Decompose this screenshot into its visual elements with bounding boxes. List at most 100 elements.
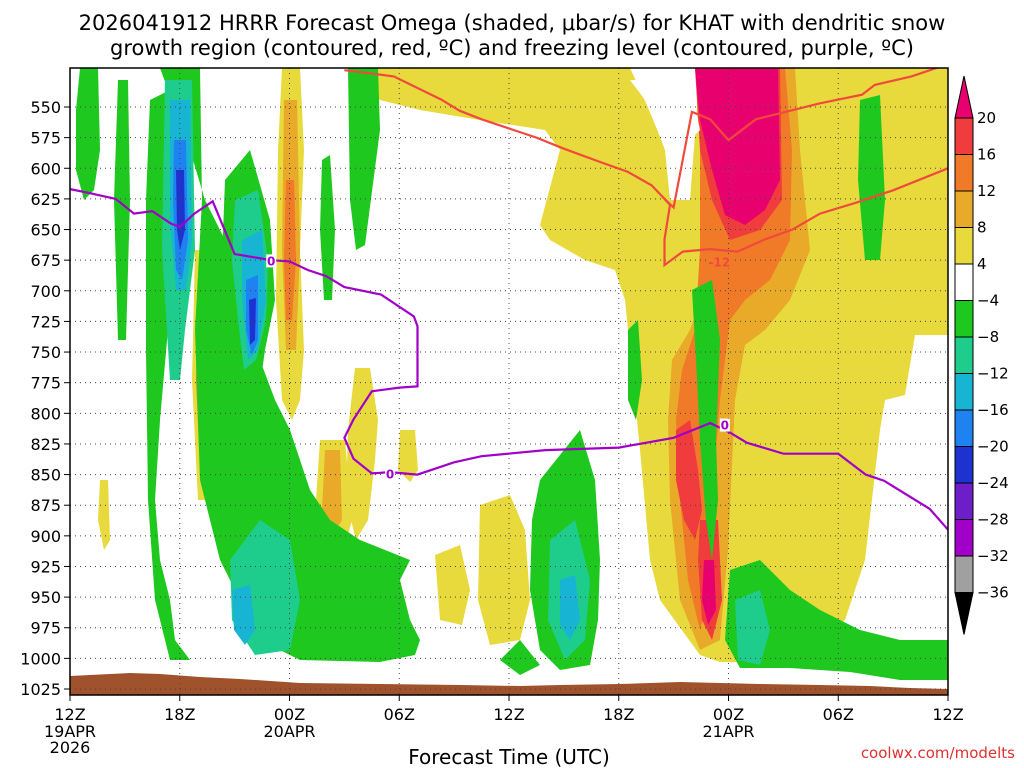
omega-positive-region-15z	[98, 480, 110, 550]
omega-20-24-down-21z	[249, 298, 256, 345]
x-tick-label: 00Z	[274, 705, 305, 724]
y-tick-label: 675	[30, 251, 61, 270]
y-tick-label: 875	[30, 496, 61, 515]
omega-shading	[76, 68, 948, 680]
dgz-lower-contour	[663, 167, 948, 268]
y-tick-label: 750	[30, 343, 61, 362]
chart-title-line-1: 2026041912 HRRR Forecast Omega (shaded, …	[79, 11, 946, 35]
colorbar-swatch	[954, 446, 974, 484]
omega-negative-region-day3	[725, 560, 948, 680]
colorbar-bottom-arrow	[954, 592, 974, 635]
y-tick-label: 1025	[20, 680, 61, 699]
freezing-level-contour-group: 0 0 0	[70, 188, 948, 531]
colorbar-top-arrow	[954, 75, 974, 119]
omega-neutral-hole-2	[630, 80, 700, 150]
colorbar-swatch	[954, 117, 974, 155]
colorbar-label: −36	[977, 584, 1009, 602]
colorbar-swatch	[954, 519, 974, 557]
colorbar-label: −8	[977, 328, 999, 346]
y-tick-label: 975	[30, 619, 61, 638]
omega-positive-region-06z-a	[346, 368, 378, 540]
dgz-upper-contour	[344, 68, 940, 210]
omega-negative-region-23z	[692, 280, 720, 560]
x-tick-sublabel: 21APR	[702, 722, 754, 741]
colorbar-label: 8	[977, 219, 987, 237]
colorbar-label: 12	[977, 182, 996, 200]
x-tick-label: 12Z	[932, 705, 963, 724]
x-tick-label: 00Z	[713, 705, 744, 724]
omega-negative-region-18z-left	[146, 90, 190, 660]
credit-text: coolwx.com/modelts	[861, 744, 1015, 762]
freezing-level-label: 0	[721, 419, 729, 433]
omega-12-16-down-15z	[560, 575, 580, 640]
colorbar-swatch	[954, 190, 974, 228]
omega-negative-20-24-areas	[176, 170, 256, 345]
omega-positive-20-areas	[695, 68, 780, 625]
omega-20-region-lower	[702, 560, 716, 625]
colorbar-swatch	[954, 373, 974, 411]
freezing-level-contour	[70, 188, 948, 531]
omega-positive-region-06z-c	[398, 430, 418, 482]
colorbar-swatch	[954, 482, 974, 520]
terrain-surface	[70, 673, 948, 695]
omega-12-16-down-22z	[232, 585, 255, 645]
y-tick-label: 800	[30, 404, 61, 423]
y-tick-label: 925	[30, 557, 61, 576]
colorbar-swatch	[954, 555, 974, 593]
y-tick-label: 775	[30, 374, 61, 393]
colorbar-label: −20	[977, 438, 1009, 456]
y-tick-label: 625	[30, 190, 61, 209]
y-tick-label: 1000	[20, 649, 61, 668]
y-tick-label: 900	[30, 527, 61, 546]
y-tick-label: 575	[30, 129, 61, 148]
colorbar-swatch	[954, 263, 974, 301]
dendritic-growth-contours: -12	[344, 68, 948, 270]
y-tick-label: 700	[30, 282, 61, 301]
omega-positive-region-09z	[435, 545, 470, 625]
y-tick-label: 600	[30, 159, 61, 178]
x-tick-sublabel: 19APR	[44, 722, 96, 741]
omega-positive-region-12z	[478, 495, 530, 645]
omega-negative-4-8-areas	[76, 68, 948, 680]
colorbar-label: −16	[977, 401, 1009, 419]
colorbar-label: −32	[977, 547, 1009, 565]
omega-neutral-holes	[175, 80, 700, 590]
freezing-level-label: 0	[267, 254, 275, 268]
y-tick-label: 850	[30, 466, 61, 485]
colorbar-label: −4	[977, 292, 999, 310]
x-tick-label: 06Z	[384, 705, 415, 724]
x-axis-label: Forecast Time (UTC)	[408, 745, 610, 768]
colorbar-swatch	[954, 336, 974, 374]
colorbar-label: −12	[977, 365, 1009, 383]
colorbar-swatch	[954, 409, 974, 447]
omega-20-24-down-18z	[176, 170, 185, 250]
colorbar-label: −28	[977, 511, 1009, 529]
omega-negative-region-main	[160, 68, 420, 662]
y-tick-label: 825	[30, 435, 61, 454]
colorbar-label: 16	[977, 146, 996, 164]
colorbar: 20 16 12 8 4 −4 −8 −12 −16 −20 −24 −28 −32 −36	[954, 75, 1009, 635]
freezing-label-bg	[266, 254, 277, 268]
x-tick-label: 06Z	[823, 705, 854, 724]
colorbar-label: −24	[977, 474, 1009, 492]
dgz-label-bg	[707, 254, 732, 269]
colorbar-swatch	[954, 154, 974, 192]
y-tick-label: 950	[30, 588, 61, 607]
chart-title-line-2: growth region (contoured, red, ºC) and f…	[110, 36, 914, 60]
omega-20-region-upper	[695, 68, 780, 225]
omega-8-12-down-01z	[735, 590, 770, 665]
x-tick-label: 12Z	[493, 705, 524, 724]
omega-negative-region-19z	[628, 320, 642, 420]
omega-negative-region-01z	[320, 155, 335, 300]
colorbar-label: 20	[977, 109, 996, 127]
x-tick-sublabel: 2026	[50, 738, 91, 757]
y-tick-label: 725	[30, 312, 61, 331]
dgz-contour-label: -12	[709, 256, 731, 270]
x-tick-label: 18Z	[164, 705, 195, 724]
y-tick-label: 650	[30, 221, 61, 240]
omega-negative-region-13z	[76, 68, 100, 200]
colorbar-swatch	[954, 300, 974, 338]
freezing-label-bg	[385, 467, 396, 481]
omega-negative-region-03z	[348, 68, 380, 250]
